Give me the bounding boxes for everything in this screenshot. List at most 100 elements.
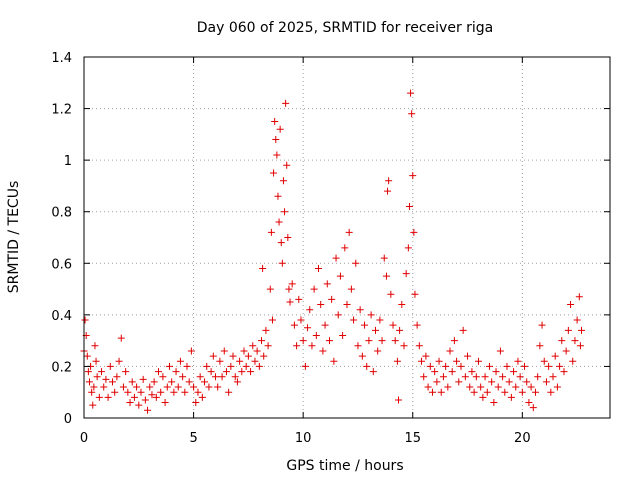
- data-point: [545, 362, 553, 370]
- data-point: [494, 383, 502, 391]
- data-point: [470, 388, 478, 396]
- data-point: [262, 326, 270, 334]
- data-point: [442, 362, 450, 370]
- data-point: [157, 388, 165, 396]
- data-point: [553, 383, 561, 391]
- data-point: [409, 172, 417, 180]
- data-point: [155, 368, 163, 376]
- data-point: [387, 290, 395, 298]
- data-point: [88, 388, 96, 396]
- data-point: [141, 396, 149, 404]
- data-point: [323, 280, 331, 288]
- plot-frame: [83, 56, 611, 419]
- data-point: [512, 383, 520, 391]
- data-point: [222, 368, 230, 376]
- data-point: [567, 301, 575, 309]
- data-point: [496, 347, 504, 355]
- data-point: [242, 362, 250, 370]
- data-point: [527, 383, 535, 391]
- data-point: [253, 347, 261, 355]
- data-point: [350, 316, 358, 324]
- data-point: [428, 388, 436, 396]
- data-point: [525, 399, 533, 407]
- data-point: [236, 357, 244, 365]
- data-point: [411, 290, 419, 298]
- data-point: [238, 368, 246, 376]
- data-point: [104, 393, 112, 401]
- data-point: [174, 383, 182, 391]
- data-point: [507, 393, 515, 401]
- data-point: [286, 298, 294, 306]
- data-point: [457, 362, 465, 370]
- data-point: [529, 404, 537, 412]
- data-point: [518, 388, 526, 396]
- data-point: [330, 357, 338, 365]
- data-point: [431, 368, 439, 376]
- data-point: [547, 388, 555, 396]
- data-point: [374, 347, 382, 355]
- data-point: [578, 326, 586, 334]
- data-point: [479, 393, 487, 401]
- data-point: [220, 347, 228, 355]
- data-point: [190, 383, 198, 391]
- data-point: [334, 311, 342, 319]
- data-point: [521, 362, 529, 370]
- data-point: [139, 375, 147, 383]
- data-point: [161, 399, 169, 407]
- data-point: [283, 161, 291, 169]
- data-point: [150, 378, 158, 386]
- data-point: [144, 406, 152, 414]
- data-point: [183, 362, 191, 370]
- data-point: [477, 383, 485, 391]
- data-point: [505, 378, 513, 386]
- data-point: [450, 337, 458, 345]
- y-tick-label: 1: [64, 154, 72, 169]
- data-point: [90, 383, 98, 391]
- data-point: [274, 192, 282, 200]
- data-point: [122, 368, 130, 376]
- data-point: [407, 89, 415, 97]
- data-point: [181, 388, 189, 396]
- data-point: [402, 270, 410, 278]
- y-tick-label: 0.2: [51, 360, 72, 375]
- data-point: [119, 383, 127, 391]
- data-point: [551, 352, 559, 360]
- data-point: [481, 373, 489, 381]
- data-point: [270, 169, 278, 177]
- data-point: [422, 352, 430, 360]
- data-point: [345, 228, 353, 236]
- data-point: [424, 383, 432, 391]
- data-point: [133, 383, 141, 391]
- data-point: [405, 203, 413, 211]
- data-point: [259, 264, 267, 272]
- data-point: [126, 399, 134, 407]
- data-point: [343, 301, 351, 309]
- data-point: [117, 334, 125, 342]
- data-point: [531, 388, 539, 396]
- data-point: [106, 362, 114, 370]
- data-point: [420, 373, 428, 381]
- data-point: [453, 357, 461, 365]
- data-point: [268, 316, 276, 324]
- data-point: [378, 337, 386, 345]
- data-point: [165, 362, 173, 370]
- x-tick-label: 5: [189, 431, 197, 446]
- data-point: [534, 373, 542, 381]
- data-point: [163, 383, 171, 391]
- data-point: [85, 378, 93, 386]
- data-point: [510, 368, 518, 376]
- data-point: [396, 326, 404, 334]
- data-point: [308, 342, 316, 350]
- data-point: [398, 301, 406, 309]
- y-tick-label: 1.2: [51, 103, 72, 118]
- data-point: [273, 151, 281, 159]
- data-point: [352, 259, 360, 267]
- data-point: [523, 378, 531, 386]
- data-point: [240, 347, 248, 355]
- data-point: [466, 383, 474, 391]
- data-point: [176, 357, 184, 365]
- data-point: [485, 362, 493, 370]
- data-point: [111, 388, 119, 396]
- data-point: [361, 321, 369, 329]
- data-point: [358, 352, 366, 360]
